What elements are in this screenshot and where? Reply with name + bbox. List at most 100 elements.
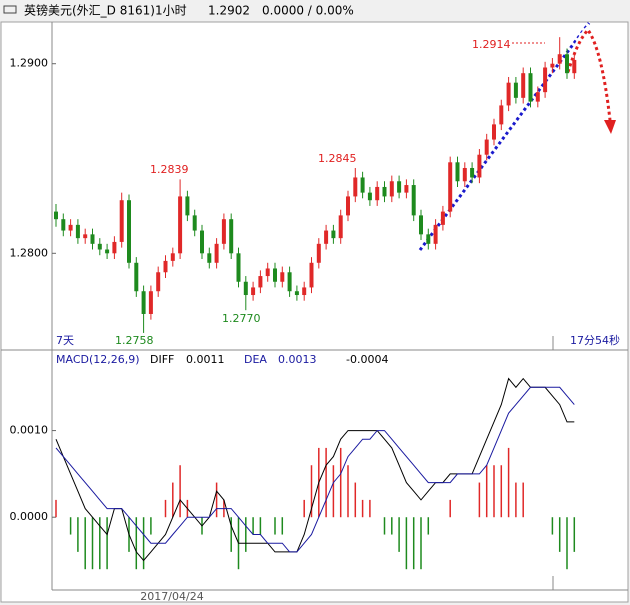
candle-body <box>192 215 197 231</box>
candle-body <box>243 281 248 296</box>
candle-body <box>572 59 577 74</box>
candle-body <box>229 219 234 254</box>
diff-label: DIFF <box>150 353 174 366</box>
candle-body <box>294 291 299 296</box>
candle-body <box>382 186 387 197</box>
hist-value: -0.0004 <box>346 353 388 366</box>
candle-body <box>309 262 314 288</box>
plot-background <box>0 21 629 603</box>
candle-body <box>112 241 117 254</box>
candle-body <box>477 154 482 178</box>
candle-body <box>214 243 219 263</box>
candle-body <box>141 291 146 314</box>
candle-body <box>521 73 526 98</box>
candle-body <box>97 243 102 250</box>
candle-body <box>550 63 555 68</box>
candle-body <box>90 234 95 244</box>
candle-body <box>419 215 423 235</box>
y-tick-label: 1.2800 <box>10 246 49 259</box>
candle-body <box>324 230 329 244</box>
candle-body <box>346 196 350 216</box>
candle-body <box>506 82 511 106</box>
candle-body <box>75 224 80 239</box>
price-change: 0.0000 / 0.00% <box>262 4 354 18</box>
candle-body <box>455 162 460 182</box>
candle-body <box>236 253 241 282</box>
high-label: 1.2914 <box>472 38 511 51</box>
dea-value: 0.0013 <box>278 353 317 366</box>
candle-body <box>433 224 438 244</box>
candle-body <box>448 162 453 212</box>
candle-body <box>557 54 562 64</box>
macd-title: MACD(12,26,9) <box>56 353 140 366</box>
candle-body <box>499 105 504 125</box>
y-tick-label: 0.0010 <box>10 424 49 437</box>
high-label: 1.2839 <box>150 163 189 176</box>
candle-body <box>148 291 153 314</box>
candle-body <box>170 253 175 261</box>
last-price: 1.2902 <box>208 4 250 18</box>
instrument-title: 英镑美元(外汇_D 8161)1小时 <box>24 3 187 18</box>
candle-body <box>265 268 270 277</box>
candle-body <box>360 177 365 193</box>
candle-body <box>105 249 110 254</box>
candle-body <box>462 167 467 182</box>
period-label: 7天 <box>56 334 74 347</box>
candle-body <box>470 167 475 178</box>
candle-body <box>287 272 292 292</box>
candle-body <box>302 287 307 296</box>
macd-line <box>55 386 575 553</box>
diff-value: 0.0011 <box>186 353 225 366</box>
candle-body <box>426 234 431 244</box>
macd-line <box>55 377 575 562</box>
candle-body <box>565 54 569 74</box>
candle-body <box>316 243 321 263</box>
forecast-arrow <box>566 27 612 121</box>
candle-body <box>273 268 277 282</box>
candle-body <box>221 219 226 244</box>
y-tick-label: 0.0000 <box>10 510 49 523</box>
trend-shadow <box>420 21 595 255</box>
y-tick-label: 1.2900 <box>10 57 49 70</box>
candle-body <box>338 215 343 239</box>
candle-body <box>207 253 212 263</box>
candle-body <box>200 230 204 254</box>
candle-body <box>535 92 540 102</box>
candle-body <box>331 230 336 239</box>
low-label: 1.2770 <box>222 312 261 325</box>
low-label: 1.2758 <box>115 334 154 347</box>
date-label: 2017/04/24 <box>140 590 203 603</box>
candle-body <box>134 262 139 292</box>
candle-body <box>185 196 190 216</box>
candle-body <box>484 139 489 155</box>
candle-body <box>258 276 263 288</box>
candle-body <box>119 200 124 242</box>
candle-body <box>492 124 496 140</box>
forecast-arrowhead <box>604 120 616 134</box>
countdown-label: 17分54秒 <box>570 333 620 347</box>
link-icon[interactable] <box>3 5 17 14</box>
candle-body <box>397 181 402 193</box>
candle-body <box>68 224 73 231</box>
dea-label: DEA <box>244 353 267 366</box>
candle-body <box>513 82 518 98</box>
candle-body <box>178 196 183 254</box>
candle-body <box>280 272 285 282</box>
candle-body <box>389 181 394 197</box>
candle-body <box>528 73 533 102</box>
candle-body <box>83 234 88 239</box>
candle-body <box>54 211 58 220</box>
candle-body <box>367 192 372 201</box>
high-label: 1.2845 <box>318 152 357 165</box>
candle-body <box>404 185 409 193</box>
candle-body <box>127 200 131 263</box>
candle-body <box>411 185 416 216</box>
candle-body <box>163 260 168 273</box>
candle-body <box>156 272 161 292</box>
candle-body <box>251 287 256 296</box>
candle-body <box>440 211 445 225</box>
candle-body <box>543 67 548 93</box>
candle-body <box>353 177 358 197</box>
